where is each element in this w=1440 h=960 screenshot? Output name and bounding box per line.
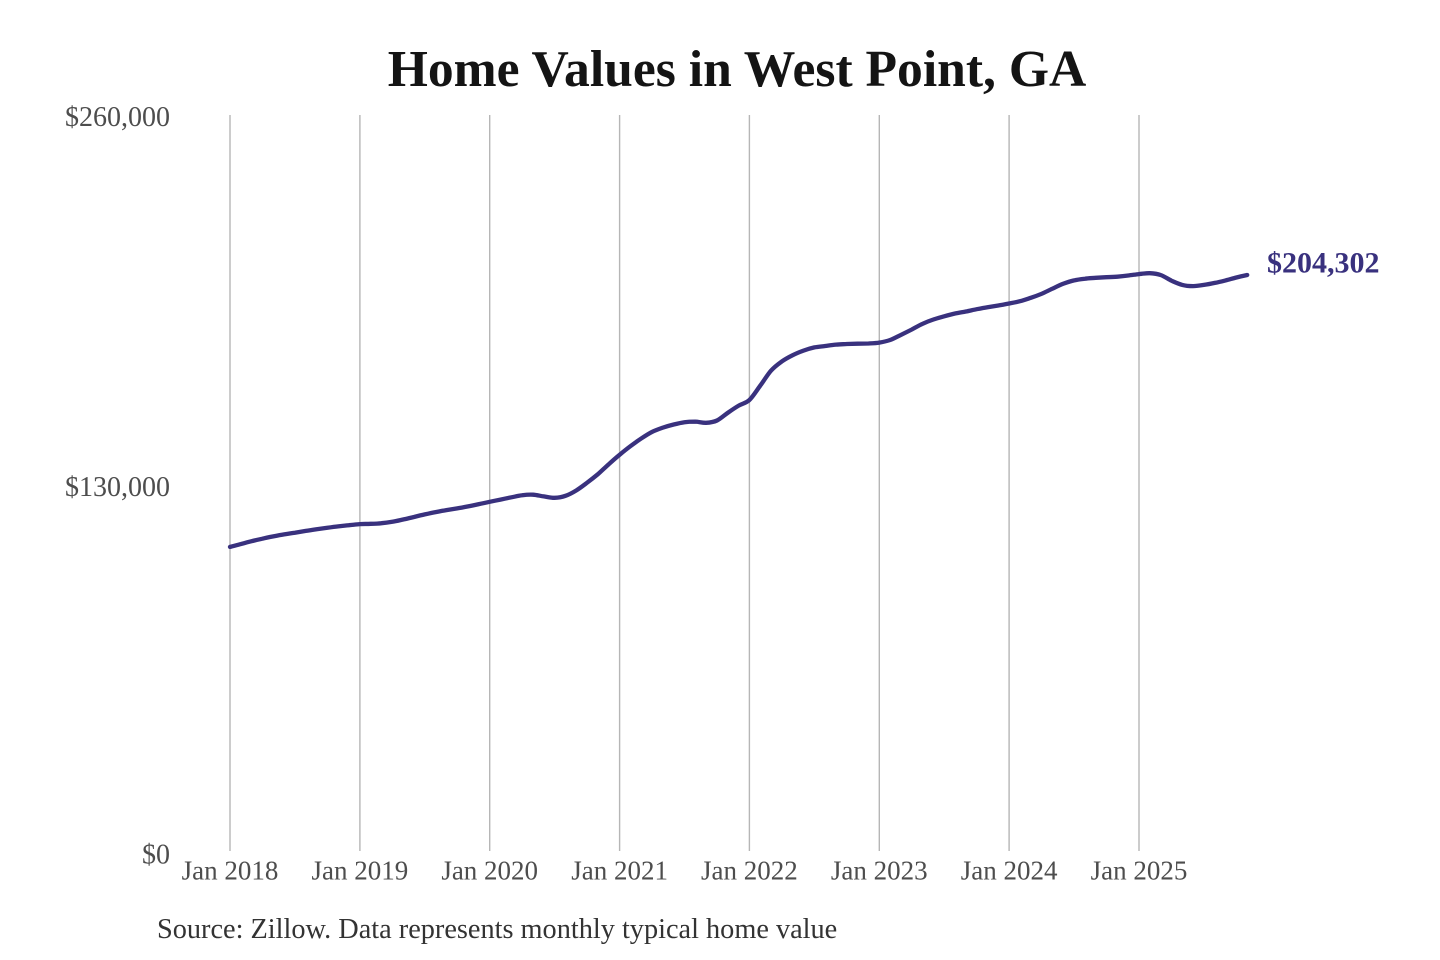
svg-text:Jan 2025: Jan 2025 (1091, 856, 1188, 886)
svg-text:Home Values in West Point, GA: Home Values in West Point, GA (388, 41, 1087, 98)
svg-text:Jan 2019: Jan 2019 (312, 856, 409, 886)
svg-text:$130,000: $130,000 (65, 472, 170, 503)
svg-text:Source: Zillow. Data represent: Source: Zillow. Data represents monthly … (157, 914, 837, 945)
svg-text:$204,302: $204,302 (1267, 247, 1380, 280)
svg-text:Jan 2018: Jan 2018 (182, 856, 279, 886)
svg-text:$260,000: $260,000 (65, 102, 170, 133)
svg-text:Jan 2022: Jan 2022 (701, 856, 798, 886)
svg-text:Jan 2021: Jan 2021 (571, 856, 668, 886)
svg-text:Jan 2023: Jan 2023 (831, 856, 928, 886)
svg-text:$0: $0 (142, 840, 170, 871)
svg-text:Jan 2020: Jan 2020 (441, 856, 538, 886)
svg-text:Jan 2024: Jan 2024 (961, 856, 1058, 886)
